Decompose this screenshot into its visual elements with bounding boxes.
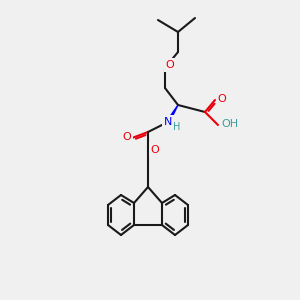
Text: O: O [151, 145, 159, 155]
Text: N: N [164, 117, 172, 127]
Polygon shape [167, 105, 178, 123]
Text: O: O [166, 60, 174, 70]
Text: O: O [218, 94, 226, 104]
Text: H: H [173, 122, 181, 132]
Text: O: O [123, 132, 131, 142]
Text: OH: OH [221, 119, 238, 129]
